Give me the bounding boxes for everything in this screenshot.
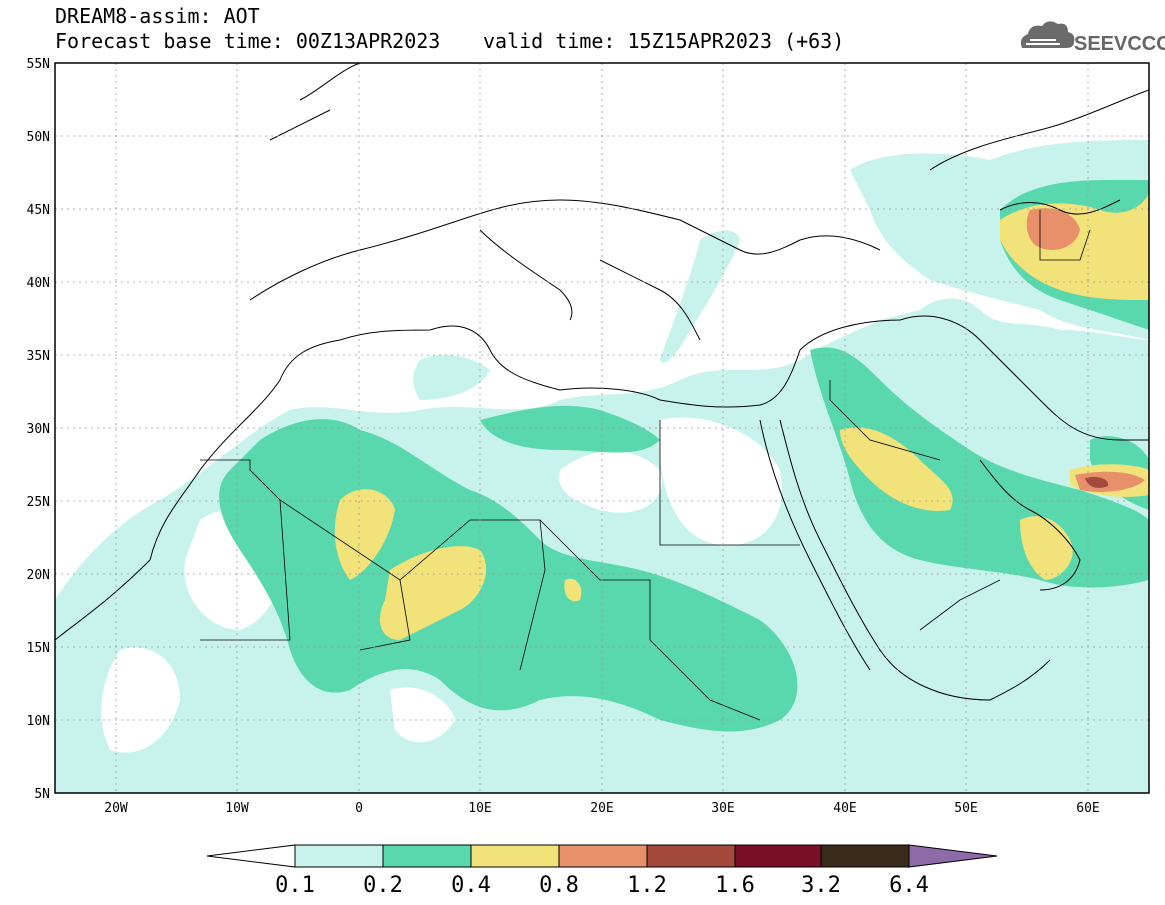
graticule	[55, 63, 1149, 793]
lon-tick: 40E	[833, 801, 856, 816]
forecast-base-time: Forecast base time: 00Z13APR2023	[55, 29, 441, 53]
colorbar-label: 0.2	[363, 873, 403, 898]
plot-frame	[54, 62, 1150, 794]
lon-tick: 20W	[104, 801, 128, 816]
colorbar: 0.1 0.2 0.4 0.8 1.2 1.6 3.2 6.4	[206, 844, 998, 898]
colorbar-label: 1.2	[627, 873, 667, 898]
colorbar-label: 0.1	[275, 873, 315, 898]
lat-tick: 5N	[34, 787, 50, 802]
logo-text: SEEVCCC	[1074, 33, 1165, 55]
lat-tick: 40N	[27, 276, 50, 291]
lon-tick: 30E	[711, 801, 734, 816]
colorbar-label: 0.8	[539, 873, 579, 898]
lat-tick: 55N	[27, 57, 50, 72]
lat-tick: 25N	[27, 495, 50, 510]
lat-tick: 15N	[27, 641, 50, 656]
lon-axis: 20W 10W 0 10E 20E 30E 40E 50E 60E	[104, 801, 1099, 816]
colorbar-swatch	[734, 844, 822, 868]
coastlines	[55, 63, 1149, 701]
lat-tick: 10N	[27, 714, 50, 729]
lon-tick: 10W	[225, 801, 249, 816]
colorbar-swatch	[294, 844, 384, 868]
country-borders	[200, 210, 1091, 721]
colorbar-label: 1.6	[715, 873, 755, 898]
colorbar-swatch	[558, 844, 648, 868]
colorbar-label: 0.4	[451, 873, 491, 898]
lon-tick: 0	[355, 801, 363, 816]
lon-tick: 10E	[468, 801, 491, 816]
valid-time: valid time: 15Z15APR2023 (+63)	[483, 29, 845, 53]
lat-tick: 45N	[27, 203, 50, 218]
colorbar-swatch	[646, 844, 736, 868]
colorbar-swatch	[470, 844, 560, 868]
lon-tick: 60E	[1076, 801, 1099, 816]
lat-tick: 20N	[27, 568, 50, 583]
colorbar-low-arrow	[206, 844, 296, 868]
lat-tick: 35N	[27, 349, 50, 364]
colorbar-label: 3.2	[801, 873, 841, 898]
lat-tick: 50N	[27, 130, 50, 145]
colorbar-label: 6.4	[889, 873, 929, 898]
lon-tick: 20E	[590, 801, 613, 816]
aot-field	[55, 63, 1149, 793]
lat-tick: 30N	[27, 422, 50, 437]
lon-tick: 50E	[954, 801, 977, 816]
colorbar-swatch	[382, 844, 472, 868]
colorbar-swatch	[820, 844, 910, 868]
aot-clear-areas	[101, 417, 782, 753]
map-title: DREAM8-assim: AOT	[55, 4, 260, 28]
lat-axis: 55N 50N 45N 40N 35N 30N 25N 20N 15N 10N …	[27, 57, 50, 802]
colorbar-high-arrow	[908, 844, 998, 868]
aot-band-1-2	[1085, 476, 1109, 488]
seevccc-logo: SEEVCCC	[1020, 21, 1165, 55]
